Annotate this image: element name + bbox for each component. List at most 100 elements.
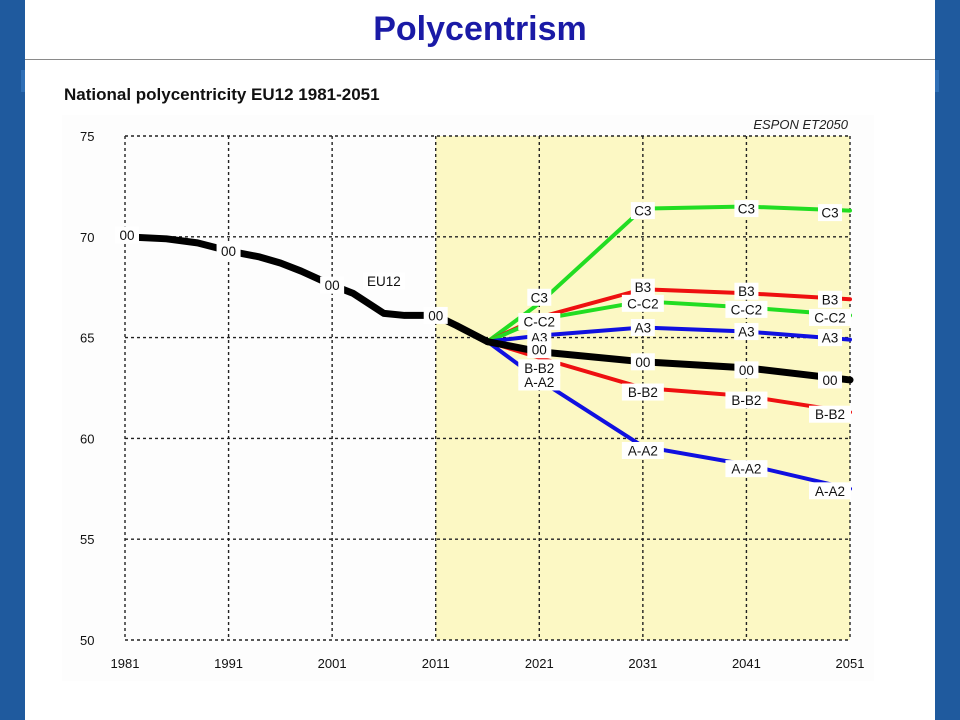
point-label-text: B-B2	[815, 407, 845, 422]
point-label-text: 00	[119, 228, 134, 243]
point-label-box	[725, 300, 768, 318]
point-label-box	[621, 383, 664, 401]
point-label: B3	[630, 278, 655, 296]
point-label-text: 00	[635, 355, 650, 370]
point-label: C-C2	[518, 312, 561, 330]
point-label-text: B-B2	[628, 385, 658, 400]
point-label: C3	[527, 288, 552, 306]
point-label-box	[734, 200, 759, 218]
slide-title: Polycentrism	[373, 10, 587, 48]
x-tick-label: 1991	[214, 656, 243, 671]
point-label: EU12	[362, 272, 405, 290]
point-label-box	[818, 290, 842, 308]
point-label: C-C2	[725, 300, 768, 318]
point-label-box	[809, 308, 851, 326]
point-label-box	[320, 276, 345, 294]
y-tick-label: 55	[80, 532, 94, 547]
source-label: ESPON ET2050	[753, 117, 848, 132]
x-tick-label: 2031	[628, 656, 657, 671]
y-tick-label: 75	[80, 129, 94, 144]
point-label-box	[818, 204, 842, 222]
point-label: A-A2	[809, 482, 851, 500]
left-decorative-bar	[0, 0, 25, 720]
point-label-box	[115, 226, 139, 244]
point-label-text: A3	[635, 321, 652, 336]
point-label: 00	[115, 226, 139, 244]
point-label-box	[725, 391, 768, 409]
polycentricity-line-chart: 1981 1991 2001 2011 2021 2031 2041 2051 50 55 60 65…	[62, 115, 874, 681]
point-label-box	[734, 282, 759, 300]
point-label: A3	[734, 323, 759, 341]
x-tick-label: 2021	[525, 656, 554, 671]
point-label-text: C3	[531, 290, 548, 305]
point-label-box	[818, 371, 842, 389]
point-label-text: 00	[822, 373, 837, 388]
point-label-box	[362, 272, 405, 290]
point-label-box	[818, 329, 842, 347]
point-label-text: C-C2	[627, 296, 659, 311]
point-label-box	[216, 242, 241, 260]
point-label-text: A3	[738, 325, 755, 340]
point-label: 00	[216, 242, 241, 260]
point-label: 00	[423, 306, 448, 324]
point-label: C3	[818, 204, 842, 222]
title-divider	[25, 59, 935, 60]
point-label-box	[809, 405, 851, 423]
point-label-box	[518, 312, 561, 330]
point-label-text: 00	[532, 343, 547, 358]
point-label-text: C-C2	[814, 310, 846, 325]
point-label: B3	[818, 290, 842, 308]
point-label: B-B2	[518, 359, 561, 377]
point-label: 00	[818, 371, 842, 389]
point-label: A-A2	[725, 460, 768, 478]
point-label: C3	[734, 200, 759, 218]
point-label-box	[725, 460, 768, 478]
point-label-text: B3	[635, 280, 652, 295]
chart-subtitle: National polycentricity EU12 1981-2051	[64, 85, 380, 104]
y-tick-label: 60	[80, 431, 94, 446]
point-label-box	[809, 482, 851, 500]
point-label-text: B3	[822, 292, 839, 307]
x-tick-label: 2051	[836, 656, 865, 671]
point-label-text: A-A2	[815, 484, 845, 499]
point-label: A-A2	[621, 441, 664, 459]
point-label: 00	[320, 276, 345, 294]
point-label: 00	[734, 361, 759, 379]
y-tick-label: 65	[80, 331, 94, 346]
point-label-box	[630, 202, 655, 220]
x-tick-label: 2041	[732, 656, 761, 671]
x-tick-label: 1981	[111, 656, 140, 671]
point-label-text: B-B2	[731, 393, 761, 408]
point-label: A3	[630, 319, 655, 337]
point-label: B-B2	[725, 391, 768, 409]
point-label: 00	[630, 353, 655, 371]
point-label: B-B2	[621, 383, 664, 401]
point-label-box	[630, 353, 655, 371]
point-label-box	[621, 441, 664, 459]
point-label-text: C3	[634, 204, 651, 219]
point-label-box	[518, 359, 561, 377]
x-tick-label: 2001	[318, 656, 347, 671]
right-decorative-bar	[935, 0, 960, 720]
point-label-text: C-C2	[731, 302, 763, 317]
point-label-text: 00	[325, 278, 340, 293]
point-label-text: B3	[738, 284, 755, 299]
point-label-text: 00	[221, 244, 236, 259]
y-tick-label: 50	[80, 633, 94, 648]
point-label-box	[630, 278, 655, 296]
point-label: C-C2	[621, 294, 664, 312]
point-label-text: A-A2	[524, 375, 554, 390]
point-label: C3	[630, 202, 655, 220]
point-label-text: EU12	[367, 274, 401, 289]
point-label: C-C2	[809, 308, 851, 326]
point-label: A-A2	[518, 373, 561, 391]
point-label-box	[734, 323, 759, 341]
y-tick-label: 70	[80, 230, 94, 245]
point-label-text: A3	[822, 331, 839, 346]
point-label-text: A-A2	[731, 462, 761, 477]
point-label-text: C3	[738, 202, 755, 217]
point-label: B3	[734, 282, 759, 300]
point-label: A3	[818, 329, 842, 347]
point-label-box	[527, 341, 552, 359]
point-label-box	[630, 319, 655, 337]
